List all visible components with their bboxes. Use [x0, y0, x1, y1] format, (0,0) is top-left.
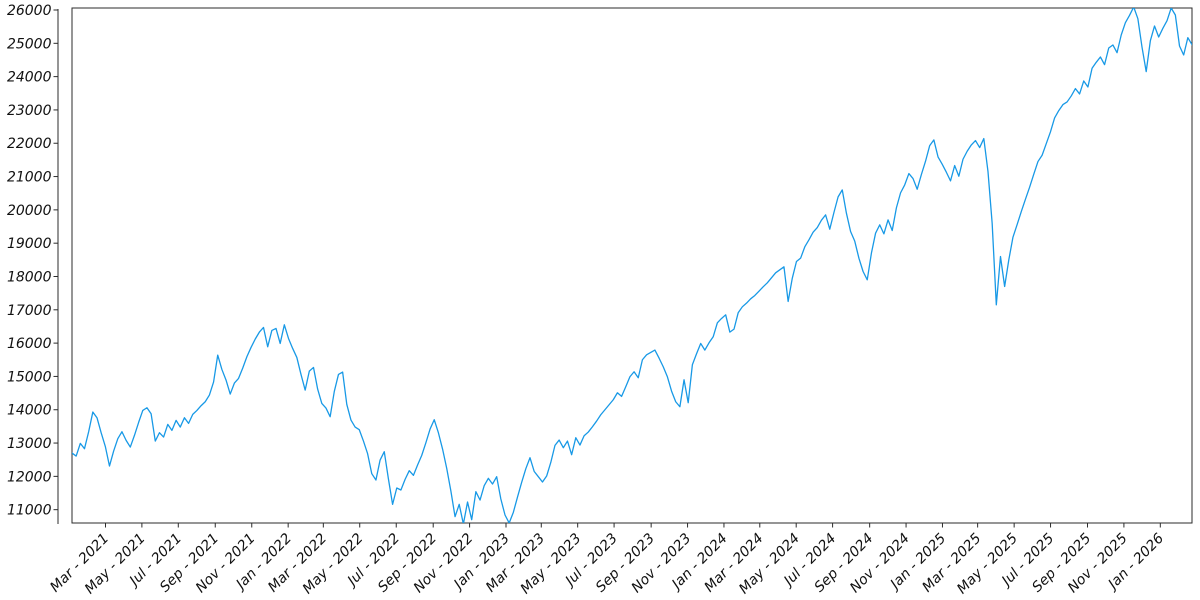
y-tick-label: 14000	[7, 403, 52, 419]
y-tick-label: 18000	[7, 269, 52, 285]
y-tick-label: 20000	[7, 203, 52, 219]
y-tick-label: 11000	[7, 503, 52, 519]
y-tick-label: 25000	[7, 36, 52, 52]
y-tick-label: 16000	[7, 336, 52, 352]
y-tick-label: 21000	[7, 170, 52, 186]
y-tick-label: 17000	[7, 303, 52, 319]
y-tick-label: 24000	[7, 70, 52, 86]
y-tick-label: 23000	[7, 103, 52, 119]
y-tick-label: 15000	[7, 369, 52, 385]
y-tick-label: 13000	[7, 436, 52, 452]
y-tick-label: 19000	[7, 236, 52, 252]
series-line	[72, 8, 1192, 523]
y-tick-label: 26000	[7, 3, 52, 19]
y-axis: 11000 12000 13000 14000 15000 16000 17000 18000…	[7, 3, 59, 524]
plot-frame	[71, 7, 1193, 524]
y-tick-label: 22000	[7, 136, 52, 152]
y-tick-label: 12000	[7, 469, 52, 485]
